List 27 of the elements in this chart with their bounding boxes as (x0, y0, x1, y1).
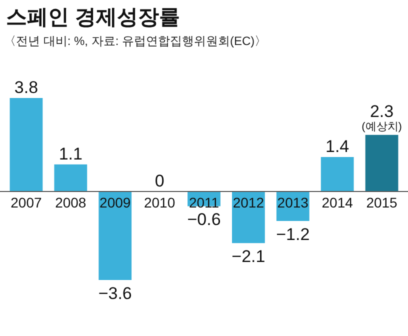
data-label: 2.3 (370, 102, 394, 121)
x-tick-label: 2008 (55, 194, 86, 210)
bar (320, 157, 354, 192)
x-tick-label: 2013 (277, 194, 309, 210)
data-label: 1.1 (58, 144, 82, 164)
bar (365, 134, 398, 192)
x-tick-label: 2012 (232, 194, 264, 210)
x-tick-label: 2009 (100, 194, 131, 210)
data-label: −0.6 (187, 210, 221, 230)
bar (232, 191, 265, 244)
data-label: −1.2 (276, 224, 310, 244)
data-label: −2.1 (232, 247, 266, 266)
bar (98, 191, 132, 280)
data-label: −3.6 (98, 284, 132, 303)
chart-title: 스페인 경제성장률 (6, 6, 180, 29)
data-label: 0 (154, 171, 164, 190)
bar (10, 98, 43, 192)
x-tick-label: 2010 (144, 194, 176, 210)
chart-subtitle: 〈전년 대비: %, 자료: 유럽연합집행위원회(EC)〉 (4, 34, 267, 48)
data-label: 1.4 (326, 137, 350, 156)
bar (54, 164, 88, 192)
data-label: 3.8 (14, 78, 38, 97)
annotation: (예상치) (362, 120, 402, 133)
x-tick-label: 2014 (322, 194, 354, 210)
x-tick-label: 2011 (188, 194, 220, 210)
x-tick-label: 2015 (366, 194, 398, 210)
x-tick-label: 2007 (10, 194, 42, 210)
